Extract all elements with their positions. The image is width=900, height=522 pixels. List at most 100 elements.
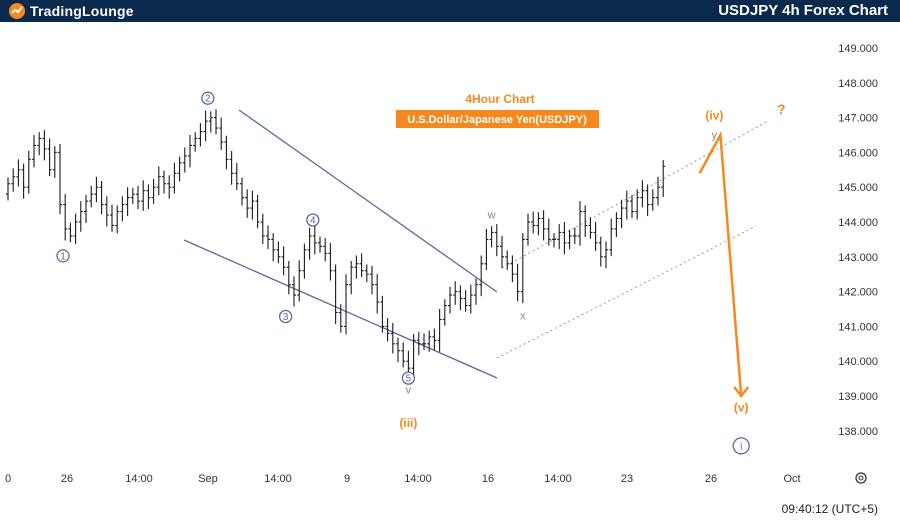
x-tick-label: Sep	[198, 473, 218, 485]
x-tick-label: 26	[705, 473, 717, 485]
candle	[292, 276, 296, 307]
y-tick-label: 141.000	[838, 321, 878, 333]
wave-label: 4	[306, 213, 320, 227]
candle	[354, 255, 359, 279]
candle	[645, 184, 650, 217]
candle	[89, 185, 94, 208]
candle	[385, 318, 390, 342]
candle	[297, 260, 302, 302]
candle	[510, 255, 515, 283]
x-tick-label: Oct	[783, 473, 800, 485]
x-tick-label: 14:00	[264, 473, 292, 485]
candle	[562, 222, 567, 255]
candle	[250, 190, 255, 220]
wave-label: 1	[56, 249, 70, 263]
candles	[6, 109, 666, 378]
svg-text:x: x	[520, 310, 526, 322]
y-tick-label: 143.000	[838, 252, 878, 264]
x-tick-label: 14:00	[125, 473, 153, 485]
x-tick-label: 14:00	[544, 473, 572, 485]
x-tick-label: 16	[482, 473, 494, 485]
candle	[130, 187, 135, 204]
candle	[370, 265, 374, 295]
y-tick-label: 139.000	[838, 391, 878, 403]
wave-label: 2	[201, 91, 215, 105]
candle	[578, 201, 582, 246]
time-axis[interactable]: 0 26 14:00 Sep 14:00 9 14:00 16 14:00 23 26 Oct	[5, 473, 801, 485]
candle	[333, 264, 338, 324]
candle	[567, 229, 572, 250]
price-axis[interactable]: 138.000 139.000 140.000 141.000 142.000 143.0…	[838, 43, 878, 438]
svg-text:1: 1	[60, 251, 66, 262]
brand-bar: TradingLounge USDJPY 4h Forex Chart	[0, 0, 900, 22]
candle	[489, 226, 494, 248]
candle	[546, 218, 551, 246]
candle	[229, 151, 234, 185]
candle	[68, 222, 73, 243]
candle	[463, 290, 468, 312]
candle	[84, 194, 88, 224]
x-tick-label: 9	[344, 473, 350, 485]
clock-readout: 09:40:12 (UTC+5)	[782, 502, 878, 516]
candle	[427, 330, 432, 352]
candle	[21, 163, 26, 199]
candle	[162, 170, 166, 194]
y-tick-label: 145.000	[838, 182, 878, 194]
instrument-annotation-box	[396, 110, 599, 128]
candle	[146, 184, 151, 210]
y-tick-label: 140.000	[838, 356, 878, 368]
candle	[526, 213, 530, 246]
wave-label: y	[712, 130, 718, 142]
candle	[318, 236, 322, 253]
candle	[328, 242, 333, 281]
brand-name: TradingLounge	[30, 3, 134, 19]
candle	[167, 175, 172, 199]
candle	[593, 222, 598, 251]
candle	[156, 166, 161, 196]
candle	[484, 228, 489, 271]
candle	[214, 109, 218, 135]
candle	[552, 233, 556, 248]
candle	[94, 176, 99, 203]
candle	[515, 263, 520, 302]
candle	[614, 212, 619, 237]
candle	[604, 241, 608, 269]
wave-label: w	[487, 210, 496, 222]
candle	[120, 196, 125, 222]
svg-text:i: i	[740, 441, 742, 452]
y-tick-label: 146.000	[838, 147, 878, 159]
candle	[583, 205, 588, 237]
candle	[52, 146, 57, 178]
candle	[115, 205, 120, 234]
channel-upper-line	[501, 120, 769, 269]
candle	[234, 162, 239, 190]
wave-label: 5	[401, 371, 416, 385]
projection-arrow	[698, 130, 750, 399]
candle	[479, 255, 484, 297]
chart-header-title: USDJPY 4h Forex Chart	[718, 2, 888, 19]
gear-icon[interactable]	[855, 472, 867, 484]
candle	[32, 135, 36, 168]
candle	[422, 333, 426, 351]
candle	[453, 281, 458, 305]
candle	[255, 194, 260, 229]
svg-text:y: y	[712, 130, 718, 142]
candle	[338, 304, 343, 333]
candle	[396, 337, 400, 363]
candle	[198, 123, 203, 147]
candle	[203, 110, 208, 142]
svg-text:3: 3	[283, 312, 289, 323]
candle	[104, 196, 109, 227]
candle	[312, 225, 317, 255]
candle	[6, 177, 10, 201]
instrument-annotation: U.S.Dollar/Japanese Yen(USDJPY)	[407, 114, 587, 126]
candle	[661, 160, 666, 197]
wave-label: 3	[278, 309, 293, 324]
wedge-upper-line	[238, 109, 498, 293]
candle	[536, 212, 541, 236]
candle	[468, 284, 473, 314]
question-mark: ?	[777, 101, 786, 117]
svg-text:5: 5	[406, 374, 412, 385]
candle	[125, 187, 130, 217]
